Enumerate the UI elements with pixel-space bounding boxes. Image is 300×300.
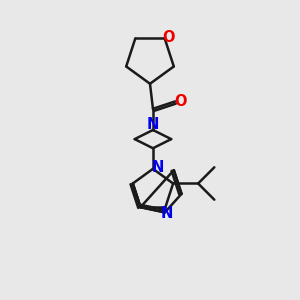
Text: N: N <box>152 160 164 175</box>
Text: N: N <box>147 117 159 132</box>
Text: O: O <box>174 94 186 109</box>
Text: O: O <box>162 29 175 44</box>
Text: N: N <box>161 206 173 220</box>
